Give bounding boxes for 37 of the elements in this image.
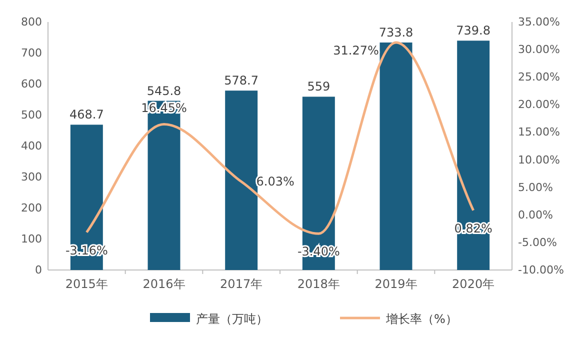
- y-tick-label: 400: [21, 140, 42, 152]
- y-tick-label: 800: [21, 16, 42, 28]
- y2-tick-label: 25.00%: [518, 70, 560, 84]
- y-tick-label: 300: [21, 170, 42, 184]
- y-tick-label: 500: [21, 108, 42, 122]
- y-tick-label: 0: [35, 264, 42, 276]
- data-label: 468.7: [69, 108, 104, 122]
- y2-tick-label: -10.00%: [518, 264, 564, 276]
- y2-tick-label: 5.00%: [518, 180, 553, 194]
- data-label: 739.8: [456, 24, 491, 38]
- y-tick-label: 200: [21, 202, 42, 214]
- y-tick-label: 100: [21, 232, 42, 246]
- x-tick-label: 2017年: [220, 277, 263, 291]
- x-tick-label: 2019年: [374, 277, 418, 291]
- x-tick-label: 2018年: [297, 277, 340, 291]
- y2-tick-label: 35.00%: [518, 16, 560, 28]
- bar: [225, 90, 258, 270]
- data-label: 559: [307, 80, 330, 94]
- data-label: 578.7: [224, 74, 259, 88]
- y2-tick-label: 15.00%: [518, 126, 560, 139]
- y2-tick-label: 30.00%: [518, 43, 560, 56]
- data-label: 733.8: [378, 26, 414, 40]
- y-tick-label: 600: [21, 78, 42, 90]
- x-tick-label: 2016年: [142, 277, 186, 291]
- data-label: 31.27%: [333, 44, 379, 58]
- legend-label: 增长率（%）: [385, 312, 458, 326]
- y2-tick-label: -5.00%: [518, 236, 557, 249]
- y-tick-label: 700: [21, 46, 42, 60]
- y2-tick-label: 10.00%: [518, 153, 560, 166]
- bar: [457, 40, 490, 270]
- legend-label: 产量（万吨）: [196, 312, 268, 326]
- x-tick-label: 2020年: [452, 277, 495, 291]
- bar: [380, 42, 412, 270]
- x-tick-label: 2015年: [65, 277, 108, 291]
- y2-tick-label: 0.00%: [518, 208, 553, 222]
- data-label: 545.8: [146, 84, 182, 98]
- y2-tick-label: 20.00%: [518, 98, 560, 112]
